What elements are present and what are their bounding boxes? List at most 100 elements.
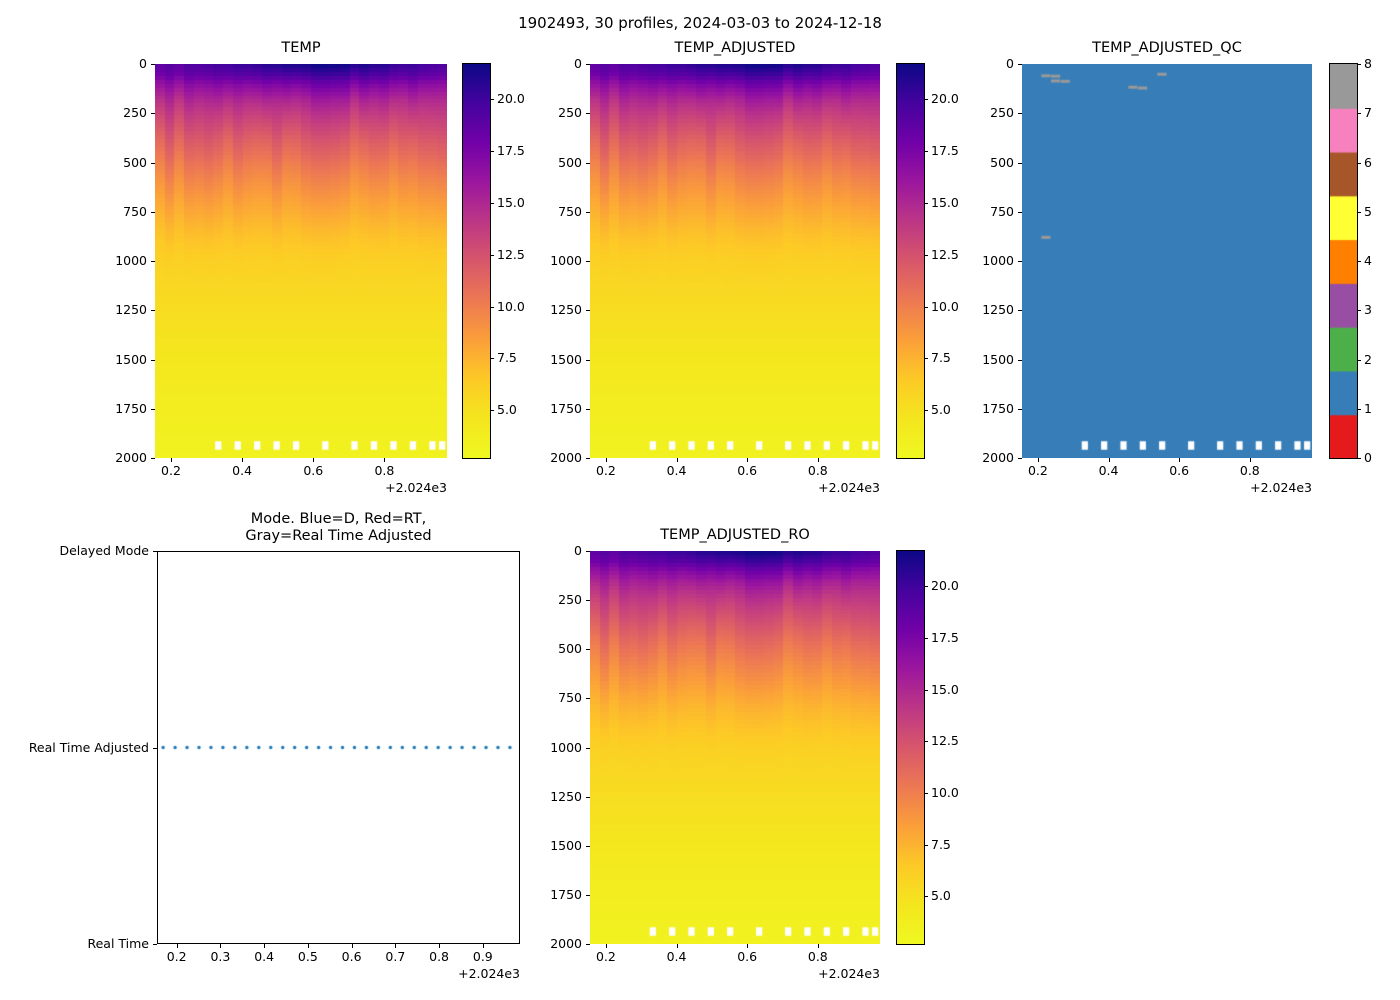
colorbar-tick-mark (1357, 211, 1361, 213)
colorbar-tick-label: 7 (1364, 105, 1372, 120)
y-tick-label: 1750 (115, 400, 147, 416)
y-tick-label: 1000 (550, 739, 582, 755)
colorbar-tick-mark (490, 254, 494, 256)
temp-colorbar (897, 64, 924, 458)
colorbar-tick-label: 15.0 (497, 194, 525, 210)
y-tick-mark (586, 261, 590, 262)
x-tick-mark (1249, 458, 1251, 462)
y-tick-mark (151, 211, 155, 213)
colorbar-tick-mark (1357, 113, 1361, 115)
y-tick-mark (586, 796, 590, 798)
colorbar-tick-mark (924, 358, 928, 360)
colorbar-tick-mark (490, 306, 494, 308)
y-tick-mark (153, 747, 157, 749)
y-tick-label: 1250 (115, 302, 147, 317)
x-tick-mark (307, 944, 309, 948)
y-tick-mark (151, 310, 155, 312)
colorbar-tick-label: 20.0 (931, 577, 959, 593)
temp-colorbar (897, 551, 924, 944)
y-tick-mark (153, 551, 157, 552)
y-tick-label: 0 (139, 55, 147, 71)
x-tick-mark (395, 944, 397, 948)
x-tick-label: 0.2 (161, 463, 181, 478)
y-tick-label: 2000 (982, 449, 1014, 465)
colorbar-tick-label: 17.5 (931, 629, 959, 645)
x-tick-label: 0.4 (666, 949, 687, 964)
x-tick-label: 0.8 (1239, 463, 1260, 478)
y-tick-mark (1018, 458, 1022, 459)
colorbar-tick-mark (924, 637, 928, 639)
temp-adjusted-heatmap-canvas (590, 64, 880, 458)
x-tick-label: 0.4 (232, 463, 253, 478)
temp-colorbar (463, 64, 490, 458)
colorbar-tick-label: 8 (1364, 55, 1372, 71)
x-tick-mark (1179, 458, 1181, 462)
x-tick-mark (220, 944, 222, 948)
y-tick-mark (586, 894, 590, 896)
colorbar-tick-label: 10.0 (931, 298, 959, 314)
y-tick-label: 0 (574, 55, 582, 71)
y-category-label: Real Time Adjusted (28, 739, 149, 755)
x-tick-mark (1108, 458, 1110, 462)
colorbar-tick-label: 15.0 (931, 681, 959, 697)
y-tick-label: 750 (558, 203, 582, 219)
y-tick-mark (586, 600, 590, 602)
y-tick-mark (153, 944, 157, 945)
colorbar-tick-mark (924, 844, 928, 846)
colorbar-tick-mark (490, 151, 494, 153)
x-tick-label: 0.5 (297, 949, 318, 964)
colorbar-tick-label: 20.0 (931, 91, 959, 106)
colorbar-tick-mark (924, 896, 928, 898)
y-tick-mark (586, 649, 590, 651)
chart-title: TEMP_ADJUSTED_RO (660, 527, 810, 543)
colorbar-tick-label: 17.5 (931, 142, 959, 158)
y-tick-label: 1250 (550, 302, 582, 317)
x-axis-offset-label: +2.024e3 (385, 480, 447, 495)
y-tick-label: 750 (123, 203, 147, 219)
y-tick-label: 250 (123, 105, 147, 120)
x-tick-mark (1037, 458, 1039, 462)
x-axis-offset-label: +2.024e3 (1250, 480, 1312, 495)
x-tick-label: 0.6 (737, 463, 758, 478)
y-tick-mark (586, 64, 590, 65)
y-tick-mark (586, 845, 590, 847)
colorbar-tick-label: 7.5 (497, 350, 517, 366)
x-tick-mark (817, 458, 819, 462)
mode-dots-canvas (157, 551, 520, 944)
colorbar-tick-mark (490, 410, 494, 412)
colorbar-tick-label: 17.5 (497, 142, 525, 158)
colorbar-tick-label: 7.5 (931, 350, 951, 366)
x-tick-mark (605, 458, 607, 462)
x-tick-label: 0.8 (374, 463, 395, 478)
x-axis-offset-label: +2.024e3 (818, 966, 880, 981)
x-tick-mark (747, 944, 749, 948)
y-tick-label: 750 (558, 690, 582, 706)
colorbar-tick-label: 5.0 (931, 402, 951, 418)
x-tick-mark (482, 944, 484, 948)
y-tick-label: 2000 (550, 935, 582, 951)
y-tick-label: 1500 (982, 351, 1014, 367)
x-axis-offset-label: +2.024e3 (818, 480, 880, 495)
y-tick-mark (1018, 408, 1022, 410)
y-tick-mark (1018, 359, 1022, 361)
colorbar-tick-label: 0 (1364, 449, 1372, 465)
colorbar-tick-mark (490, 99, 494, 101)
y-tick-mark (151, 408, 155, 410)
x-tick-label: 0.8 (807, 463, 828, 478)
x-tick-mark (351, 944, 353, 948)
colorbar-tick-label: 7.5 (931, 836, 951, 852)
x-tick-label: 0.8 (807, 949, 828, 964)
x-tick-label: 0.4 (254, 949, 275, 964)
colorbar-tick-mark (924, 793, 928, 794)
y-tick-mark (1018, 310, 1022, 312)
y-tick-label: 1000 (982, 252, 1014, 268)
y-tick-label: 1250 (550, 788, 582, 804)
y-tick-label: 1750 (982, 400, 1014, 416)
colorbar-outline (896, 63, 925, 459)
colorbar-tick-mark (924, 99, 928, 101)
y-tick-mark (1018, 162, 1022, 164)
y-tick-label: 250 (558, 105, 582, 120)
colorbar-tick-mark (924, 151, 928, 153)
x-tick-label: 0.6 (1169, 463, 1190, 478)
